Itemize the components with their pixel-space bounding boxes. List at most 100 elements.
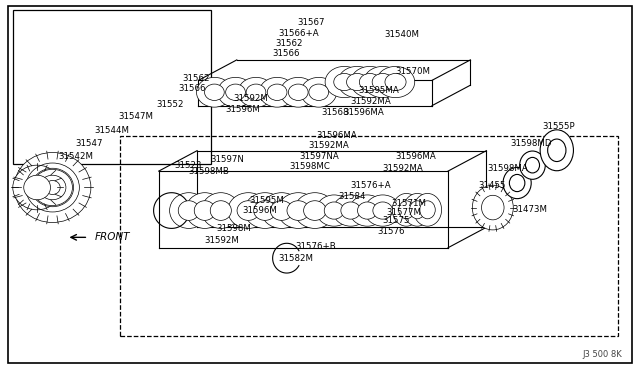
Ellipse shape — [385, 73, 406, 91]
Ellipse shape — [278, 193, 319, 228]
Ellipse shape — [237, 201, 260, 220]
Text: 31544M: 31544M — [95, 126, 130, 135]
Text: 31567: 31567 — [298, 18, 325, 27]
Ellipse shape — [324, 202, 344, 219]
Ellipse shape — [410, 201, 425, 219]
Text: 31566: 31566 — [178, 84, 205, 93]
Text: 31568: 31568 — [321, 108, 349, 117]
Ellipse shape — [333, 195, 369, 226]
Ellipse shape — [392, 193, 420, 226]
Ellipse shape — [195, 201, 215, 220]
Ellipse shape — [226, 84, 245, 100]
Text: 31542M: 31542M — [59, 153, 94, 161]
Text: 31598MC: 31598MC — [289, 162, 330, 171]
Text: 31576: 31576 — [378, 227, 405, 236]
Text: 31596MA: 31596MA — [343, 108, 384, 117]
Ellipse shape — [503, 167, 531, 199]
Ellipse shape — [349, 195, 385, 226]
Ellipse shape — [218, 77, 253, 107]
Ellipse shape — [481, 195, 504, 220]
Ellipse shape — [420, 201, 435, 219]
Text: 31575: 31575 — [383, 216, 410, 225]
Ellipse shape — [376, 67, 415, 98]
Text: 31596M: 31596M — [242, 206, 276, 215]
Ellipse shape — [178, 201, 200, 220]
Ellipse shape — [358, 202, 377, 219]
Text: 31555P: 31555P — [543, 122, 575, 131]
Ellipse shape — [540, 130, 573, 171]
Ellipse shape — [228, 193, 269, 228]
Ellipse shape — [347, 73, 367, 91]
Ellipse shape — [373, 202, 392, 219]
Text: 31598MB: 31598MB — [189, 167, 230, 176]
Ellipse shape — [210, 201, 232, 220]
Ellipse shape — [316, 195, 352, 226]
Ellipse shape — [351, 67, 389, 98]
Text: 31582M: 31582M — [278, 254, 314, 263]
Ellipse shape — [196, 77, 232, 107]
Text: 31523: 31523 — [174, 161, 202, 170]
Ellipse shape — [13, 165, 61, 210]
Text: 31584: 31584 — [338, 192, 365, 201]
Text: 31596MA: 31596MA — [317, 131, 358, 140]
Ellipse shape — [186, 193, 224, 228]
Ellipse shape — [364, 67, 402, 98]
Ellipse shape — [309, 84, 328, 100]
Text: 31566+A: 31566+A — [278, 29, 319, 38]
Ellipse shape — [325, 67, 364, 98]
Ellipse shape — [244, 193, 285, 228]
Ellipse shape — [24, 175, 51, 200]
Ellipse shape — [205, 84, 224, 100]
Ellipse shape — [14, 153, 91, 222]
Ellipse shape — [472, 185, 513, 230]
Ellipse shape — [31, 168, 74, 207]
Ellipse shape — [372, 73, 393, 91]
Text: 31598MD: 31598MD — [511, 139, 552, 148]
Text: 31547M: 31547M — [118, 112, 154, 121]
Text: 31595MA: 31595MA — [358, 86, 399, 95]
Text: 31571M: 31571M — [392, 199, 427, 208]
Ellipse shape — [246, 84, 266, 100]
Text: 31547: 31547 — [76, 139, 103, 148]
Text: FRONT: FRONT — [95, 232, 130, 242]
Ellipse shape — [301, 77, 337, 107]
Ellipse shape — [268, 84, 287, 100]
Text: 31455: 31455 — [479, 181, 506, 190]
Text: 31597NA: 31597NA — [300, 152, 339, 161]
Ellipse shape — [270, 201, 293, 220]
Ellipse shape — [509, 174, 525, 192]
Text: 31598M: 31598M — [216, 224, 251, 233]
Ellipse shape — [289, 84, 308, 100]
Ellipse shape — [365, 195, 401, 226]
Text: 31592M: 31592M — [205, 236, 239, 245]
Ellipse shape — [287, 201, 310, 220]
Bar — [13, 10, 211, 164]
Text: 31597N: 31597N — [210, 155, 244, 164]
Text: 31576+B: 31576+B — [296, 242, 337, 251]
Text: 31577M: 31577M — [387, 208, 422, 217]
Ellipse shape — [403, 193, 431, 226]
Ellipse shape — [520, 151, 545, 179]
Text: 31596M: 31596M — [225, 105, 260, 114]
Ellipse shape — [341, 202, 360, 219]
Text: 31598MA: 31598MA — [488, 164, 529, 173]
Text: 31592MA: 31592MA — [351, 97, 392, 106]
Ellipse shape — [238, 77, 274, 107]
Ellipse shape — [303, 201, 326, 220]
Ellipse shape — [280, 77, 316, 107]
Ellipse shape — [360, 73, 381, 91]
Text: 31596MA: 31596MA — [396, 152, 436, 161]
Bar — [120, 136, 618, 336]
Text: 31592M: 31592M — [234, 94, 268, 103]
Text: 31473M: 31473M — [512, 205, 547, 214]
Text: 31566: 31566 — [272, 49, 300, 58]
Ellipse shape — [202, 193, 240, 228]
Text: 31592MA: 31592MA — [383, 164, 424, 173]
Ellipse shape — [170, 193, 208, 228]
Ellipse shape — [338, 67, 376, 98]
Ellipse shape — [253, 201, 276, 220]
Ellipse shape — [294, 193, 335, 228]
Text: 31595M: 31595M — [250, 196, 284, 205]
Text: 31540M: 31540M — [384, 30, 419, 39]
Ellipse shape — [525, 157, 540, 173]
